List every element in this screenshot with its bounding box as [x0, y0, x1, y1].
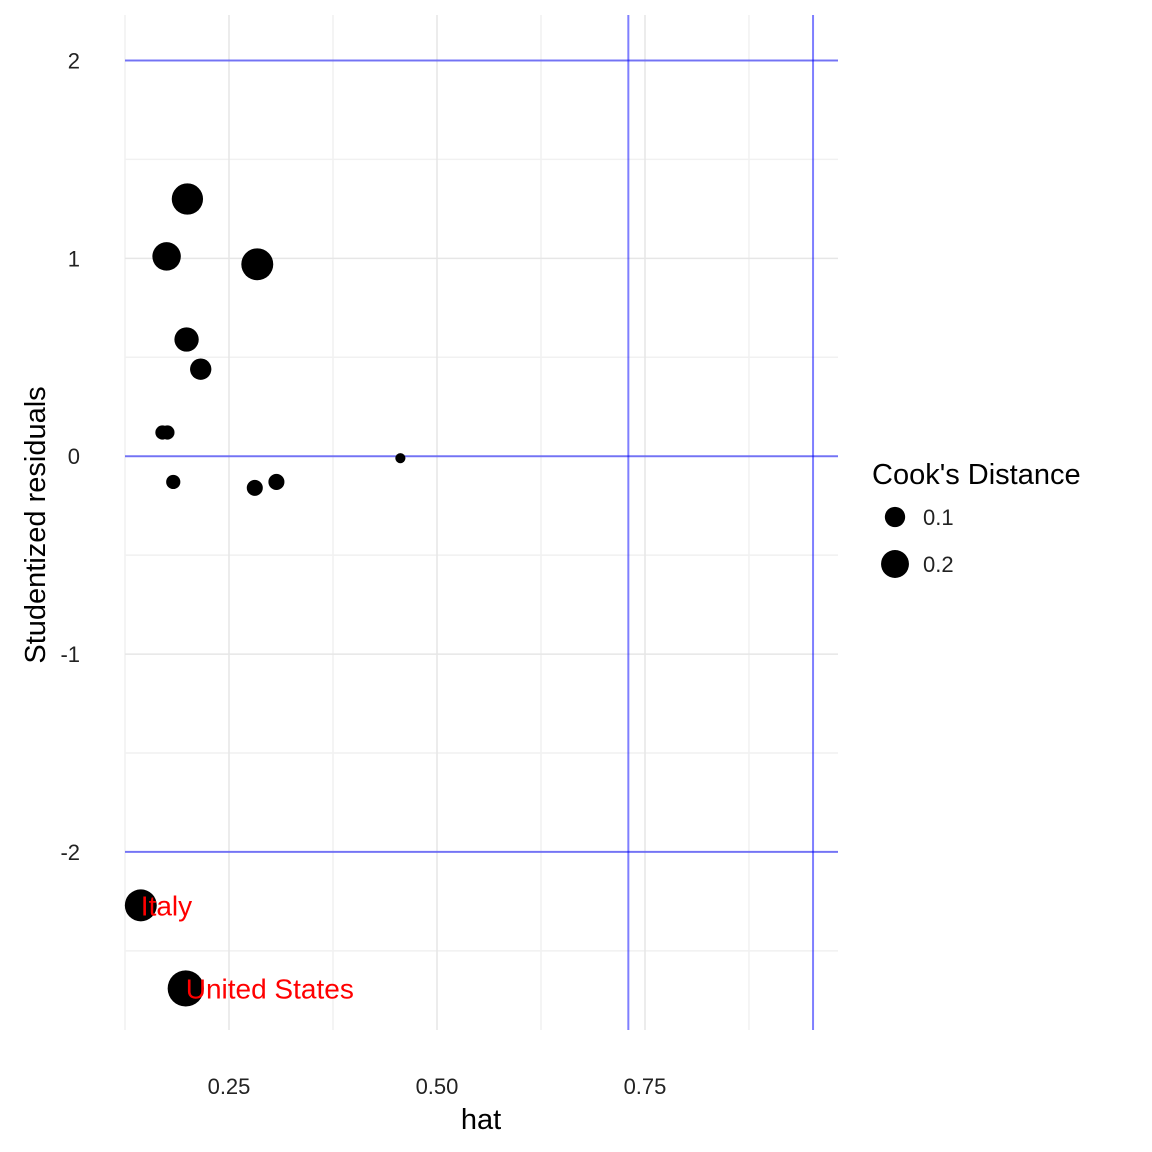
y-tick-label: -2 — [60, 840, 80, 865]
x-tick-label: 0.25 — [208, 1074, 251, 1099]
legend-key — [884, 506, 906, 528]
data-point — [166, 474, 181, 490]
legend: Cook's Distance 0.1 0.2 — [872, 459, 1081, 578]
y-tick-label: 1 — [68, 246, 80, 271]
grid — [124, 15, 838, 1030]
y-tick-label: 2 — [68, 49, 80, 74]
y-axis-ticks: 2 1 0 -1 -2 — [60, 49, 80, 865]
legend-title: Cook's Distance — [872, 459, 1081, 491]
data-point — [152, 242, 181, 271]
data-point — [124, 889, 157, 922]
data-point — [174, 327, 199, 352]
point-labels: Italy United States — [141, 890, 354, 1004]
point-label: United States — [186, 973, 354, 1004]
y-tick-label: 0 — [68, 444, 80, 469]
data-point — [160, 425, 175, 440]
data-point — [171, 183, 204, 215]
x-axis-ticks: 0.25 0.50 0.75 — [208, 1074, 667, 1099]
data-points — [124, 183, 406, 1007]
data-point — [190, 358, 212, 380]
y-tick-label: -1 — [60, 642, 80, 667]
legend-label: 0.1 — [923, 505, 954, 530]
data-point — [241, 248, 274, 281]
legend-key — [881, 550, 909, 578]
x-tick-label: 0.75 — [624, 1074, 667, 1099]
data-point — [246, 479, 263, 496]
reference-lines — [125, 15, 838, 1030]
legend-label: 0.2 — [923, 552, 954, 577]
point-label: Italy — [141, 890, 192, 921]
data-point — [167, 970, 204, 1007]
data-point — [395, 453, 406, 464]
x-axis-title: hat — [461, 1104, 501, 1136]
data-point — [268, 473, 285, 490]
x-tick-label: 0.50 — [416, 1074, 459, 1099]
y-axis-title: Studentized residuals — [20, 386, 52, 663]
